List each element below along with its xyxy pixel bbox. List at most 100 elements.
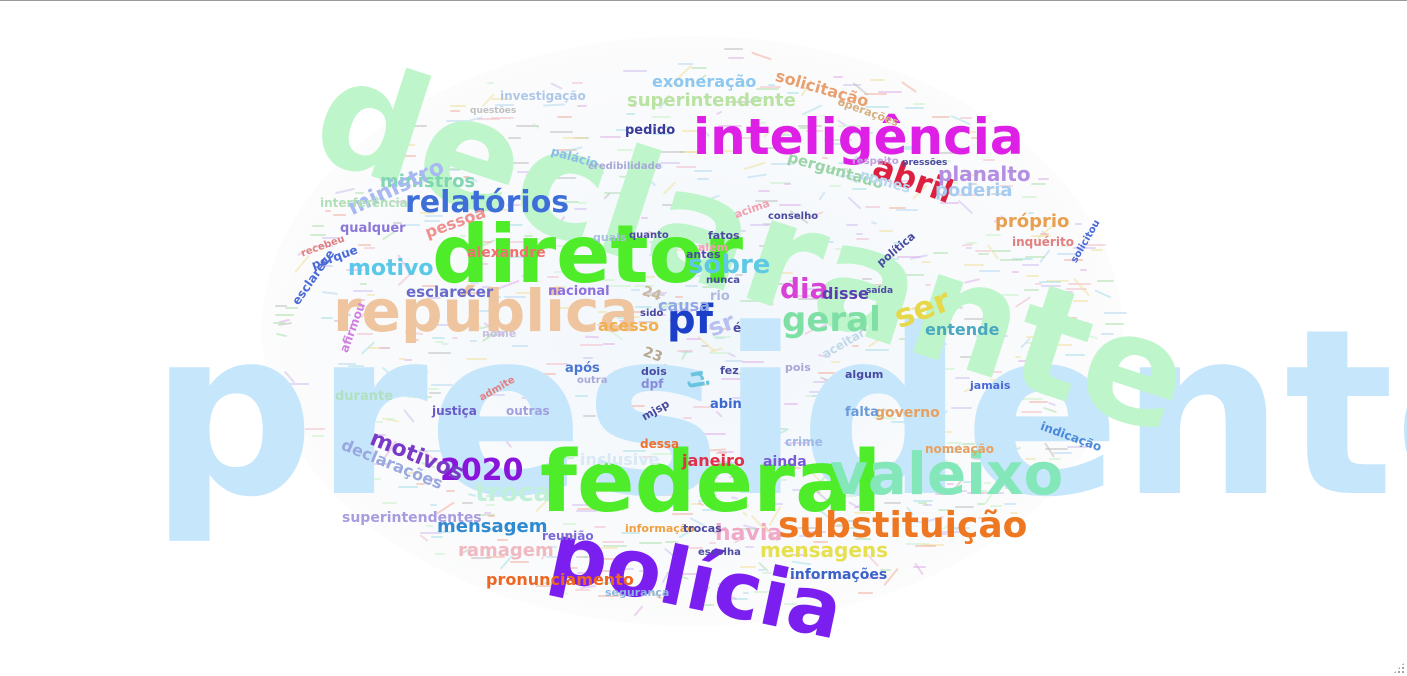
tiny-word-mark <box>925 284 931 286</box>
tiny-word-mark <box>813 541 828 543</box>
tiny-word-mark <box>1051 344 1072 346</box>
cloud-word: ainda <box>763 454 807 470</box>
tiny-word-mark <box>437 531 452 533</box>
tiny-word-mark <box>628 316 640 318</box>
tiny-word-mark <box>897 256 921 258</box>
cloud-word: falta <box>845 405 879 420</box>
tiny-word-mark <box>764 407 773 409</box>
tiny-word-mark <box>466 358 487 360</box>
cloud-word: governo <box>875 405 940 421</box>
tiny-word-mark <box>491 117 514 119</box>
tiny-word-mark <box>367 294 375 296</box>
tiny-word-mark <box>924 161 935 163</box>
cloud-word: fatos <box>708 229 740 242</box>
tiny-word-mark <box>639 542 662 544</box>
cloud-word: nome <box>482 327 517 340</box>
tiny-word-mark <box>913 500 933 502</box>
tiny-word-mark <box>597 324 607 326</box>
tiny-word-mark <box>947 483 954 485</box>
tiny-word-mark <box>685 285 698 287</box>
tiny-word-mark <box>748 405 760 407</box>
tiny-word-mark <box>354 440 365 442</box>
tiny-word-mark <box>660 162 680 164</box>
cloud-word: informação <box>625 522 695 535</box>
tiny-word-mark <box>925 340 940 342</box>
tiny-word-mark <box>321 317 333 319</box>
tiny-word-mark <box>1035 283 1042 285</box>
tiny-word-mark <box>852 345 859 347</box>
tiny-word-mark <box>577 508 598 510</box>
tiny-word-mark <box>1083 430 1099 432</box>
cloud-word: trocas <box>683 522 722 535</box>
cloud-word: presidente <box>150 281 1407 548</box>
cloud-word: pressões <box>902 158 948 168</box>
tiny-word-mark <box>437 324 458 326</box>
tiny-word-mark <box>507 204 521 206</box>
tiny-word-mark <box>798 298 818 300</box>
cloud-word: antes <box>686 248 721 261</box>
tiny-word-mark <box>838 125 861 127</box>
cloud-word: quais <box>593 231 627 244</box>
tiny-word-mark <box>1038 178 1049 180</box>
tiny-word-mark <box>969 183 977 185</box>
tiny-word-mark <box>288 383 309 385</box>
tiny-word-mark <box>418 450 441 452</box>
tiny-word-mark <box>743 445 750 447</box>
tiny-word-mark <box>924 180 939 182</box>
cloud-word: sido <box>640 308 664 319</box>
tiny-word-mark <box>758 147 775 149</box>
tiny-word-mark <box>901 308 920 310</box>
tiny-word-mark <box>679 547 703 549</box>
tiny-word-mark <box>880 569 891 571</box>
tiny-word-mark <box>452 337 458 339</box>
tiny-word-mark <box>709 352 729 354</box>
tiny-word-mark <box>779 204 801 206</box>
tiny-word-mark <box>768 303 774 305</box>
tiny-word-mark <box>546 363 568 365</box>
tiny-word-mark <box>563 137 586 139</box>
tiny-word-mark <box>516 125 539 127</box>
tiny-word-mark <box>1039 281 1061 283</box>
tiny-word-mark <box>1064 259 1083 261</box>
tiny-word-mark <box>1085 244 1106 246</box>
tiny-word-mark <box>1021 411 1042 413</box>
cloud-word: próprio <box>995 211 1070 232</box>
tiny-word-mark <box>501 473 520 475</box>
tiny-word-mark <box>871 284 886 286</box>
cloud-word: relatórios <box>405 185 570 220</box>
tiny-word-mark <box>978 253 989 255</box>
tiny-word-mark <box>829 185 841 187</box>
tiny-word-mark <box>416 483 425 485</box>
tiny-word-mark <box>762 572 772 574</box>
cloud-word: sobre <box>688 250 771 280</box>
tiny-word-mark <box>932 116 950 118</box>
tiny-word-mark <box>364 247 375 249</box>
tiny-word-mark <box>862 278 872 280</box>
tiny-word-mark <box>617 149 633 151</box>
tiny-word-mark <box>416 302 435 304</box>
tiny-word-mark <box>848 520 868 522</box>
cloud-word: planalto <box>938 162 1031 186</box>
tiny-word-mark <box>600 136 621 138</box>
tiny-word-mark <box>554 271 562 273</box>
tiny-word-mark <box>1000 259 1023 261</box>
cloud-word: saída <box>866 286 894 296</box>
tiny-word-mark <box>630 590 638 592</box>
tiny-word-mark <box>596 547 618 549</box>
tiny-word-mark <box>617 317 626 319</box>
tiny-word-mark <box>1039 485 1051 487</box>
tiny-word-mark <box>1002 399 1016 401</box>
tiny-word-mark <box>756 433 774 435</box>
tiny-word-mark <box>856 238 869 240</box>
tiny-word-mark <box>818 241 834 243</box>
tiny-word-mark <box>990 379 999 381</box>
tiny-word-mark <box>702 286 716 288</box>
tiny-word-mark <box>470 282 479 284</box>
tiny-word-mark <box>498 472 504 474</box>
tiny-word-mark <box>696 245 714 247</box>
cloud-word: superintendentes <box>342 510 482 526</box>
tiny-word-mark <box>832 376 844 378</box>
tiny-word-mark <box>484 512 491 514</box>
tiny-word-mark <box>812 285 819 287</box>
tiny-word-mark <box>1053 452 1072 454</box>
